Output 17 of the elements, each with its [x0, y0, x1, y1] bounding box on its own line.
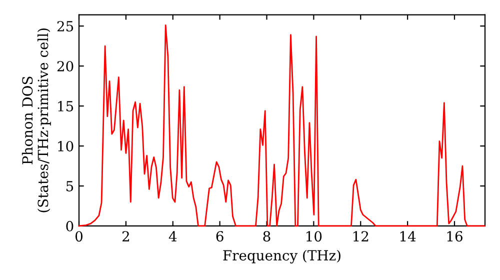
x-axis-title: Frequency (THz): [223, 250, 340, 264]
x-tick-label: 14: [400, 231, 416, 242]
y-tick-label: 10: [58, 140, 74, 152]
x-tick-label: 10: [306, 231, 322, 242]
y-tick-label: 5: [66, 181, 74, 192]
x-tick-label: 0: [75, 231, 82, 242]
x-tick-label: 2: [122, 231, 129, 242]
y-tick-label: 25: [57, 21, 74, 32]
y-axis-title: Phonon DOS (States/THz·primitive cell): [22, 28, 51, 212]
x-tick-label: 4: [168, 231, 177, 242]
y-tick-label: 20: [57, 60, 74, 72]
x-tick-label: 16: [447, 231, 462, 242]
y-tick-label: 15: [58, 100, 74, 112]
x-tick-label: 6: [216, 231, 224, 242]
x-tick-label: 12: [353, 231, 368, 242]
y-tick-label: 0: [66, 220, 74, 232]
x-tick-label: 8: [263, 231, 270, 242]
